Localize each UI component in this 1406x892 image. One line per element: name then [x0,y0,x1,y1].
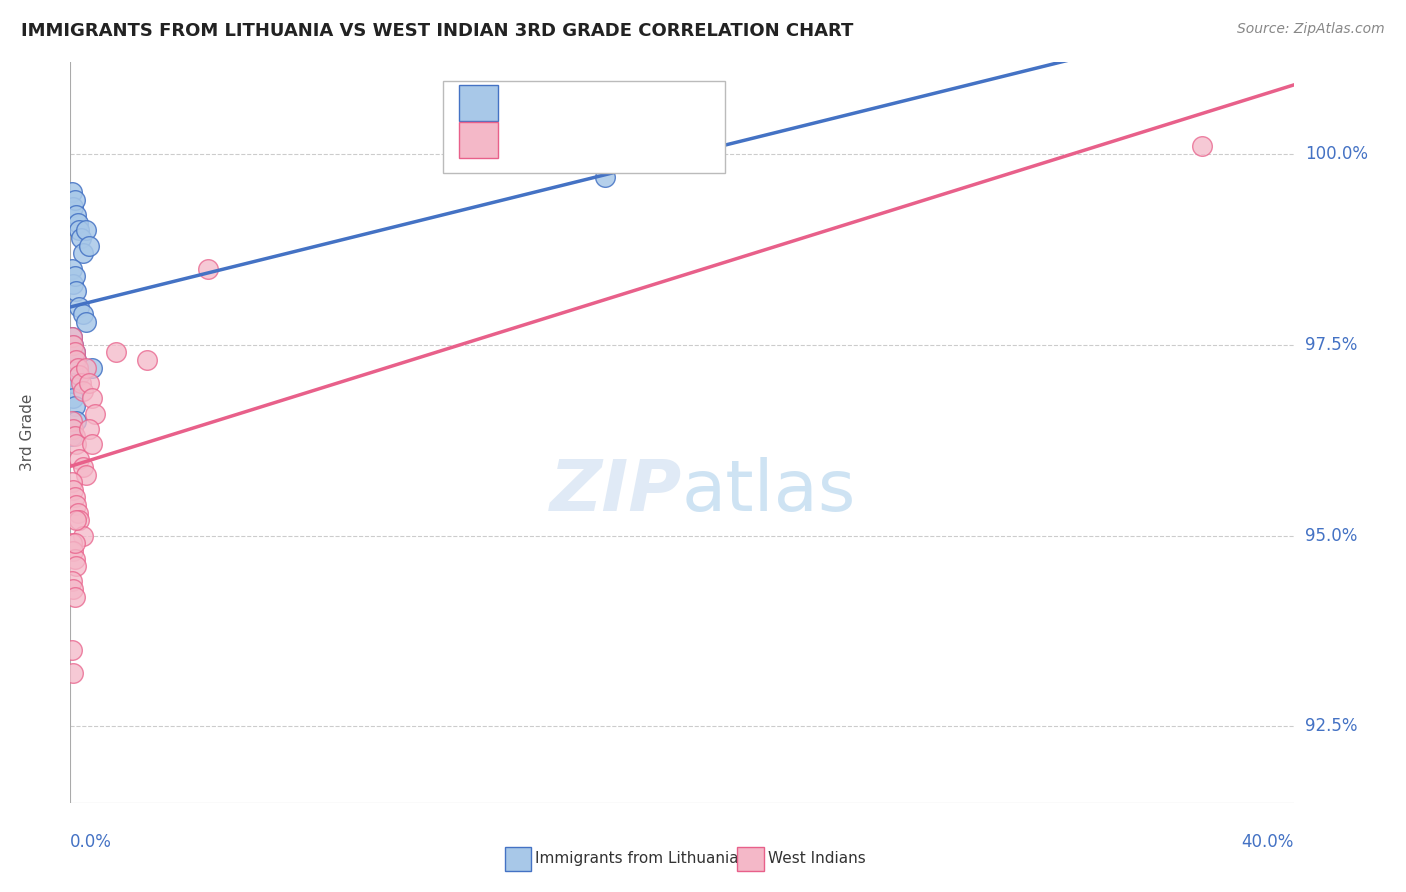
Point [65,285,87,299]
Text: Source: ZipAtlas.com: Source: ZipAtlas.com [1237,22,1385,37]
Point [70,376,93,390]
Text: West Indians: West Indians [768,851,865,866]
Point [65,437,87,451]
Text: 92.5%: 92.5% [1305,717,1357,736]
Bar [460,122,499,158]
Point [72,460,94,475]
Point [65,559,87,574]
Text: IMMIGRANTS FROM LITHUANIA VS WEST INDIAN 3RD GRADE CORRELATION CHART: IMMIGRANTS FROM LITHUANIA VS WEST INDIAN… [21,22,853,40]
Text: R = 0.497   N = 30: R = 0.497 N = 30 [508,95,679,112]
Point [75,223,97,237]
Text: 97.5%: 97.5% [1305,336,1357,354]
Point [66,216,89,230]
Point [62,582,84,596]
Point [65,353,87,368]
Text: 0.0%: 0.0% [70,833,112,851]
Text: 3rd Grade: 3rd Grade [20,394,35,471]
Point [72,384,94,398]
Bar [460,86,499,121]
Text: atlas: atlas [682,458,856,526]
Point [66,360,89,375]
Point [77,376,100,390]
Point [63,345,86,359]
Point [69,513,91,527]
Point [65,498,87,512]
Text: 95.0%: 95.0% [1305,526,1357,545]
Point [69,223,91,237]
Point [62,666,84,681]
Point [80,360,103,375]
Point [60,330,83,344]
Point [62,391,84,405]
Point [595,169,617,184]
Point [69,368,91,383]
Point [60,261,83,276]
Point [62,483,84,497]
Point [65,353,87,368]
Point [72,246,94,260]
Point [135,353,157,368]
Point [63,269,86,284]
Point [77,238,100,252]
Point [62,338,84,352]
Point [65,414,87,428]
Point [60,414,83,428]
Point [60,429,83,443]
Point [62,544,84,558]
Bar [737,847,763,871]
Point [63,399,86,413]
Point [60,185,83,199]
Point [62,422,84,436]
Point [62,201,84,215]
Text: 100.0%: 100.0% [1305,145,1368,163]
Point [69,452,91,467]
Point [72,529,94,543]
Point [77,422,100,436]
Point [60,330,83,344]
Point [63,345,86,359]
Point [65,208,87,222]
Point [60,536,83,550]
Point [66,506,89,520]
Point [1191,139,1213,153]
Point [63,551,86,566]
Point [80,391,103,405]
Point [63,429,86,443]
Text: Immigrants from Lithuania: Immigrants from Lithuania [536,851,738,866]
FancyBboxPatch shape [443,81,724,173]
Point [197,261,219,276]
Point [62,338,84,352]
Point [80,437,103,451]
Point [69,368,91,383]
Point [69,300,91,314]
Point [70,231,93,245]
Point [60,643,83,657]
Point [60,475,83,490]
Bar [505,847,531,871]
Point [60,574,83,589]
Point [63,536,86,550]
Point [66,360,89,375]
Point [105,345,128,359]
Point [83,407,105,421]
Text: 40.0%: 40.0% [1241,833,1294,851]
Point [65,513,87,527]
Point [60,376,83,390]
Point [63,491,86,505]
Text: R = 0.387   N = 43: R = 0.387 N = 43 [508,131,679,149]
Text: ZIP: ZIP [550,458,682,526]
Point [75,360,97,375]
Point [63,193,86,207]
Point [62,277,84,291]
Point [63,590,86,604]
Point [72,307,94,321]
Point [75,315,97,329]
Point [75,467,97,482]
